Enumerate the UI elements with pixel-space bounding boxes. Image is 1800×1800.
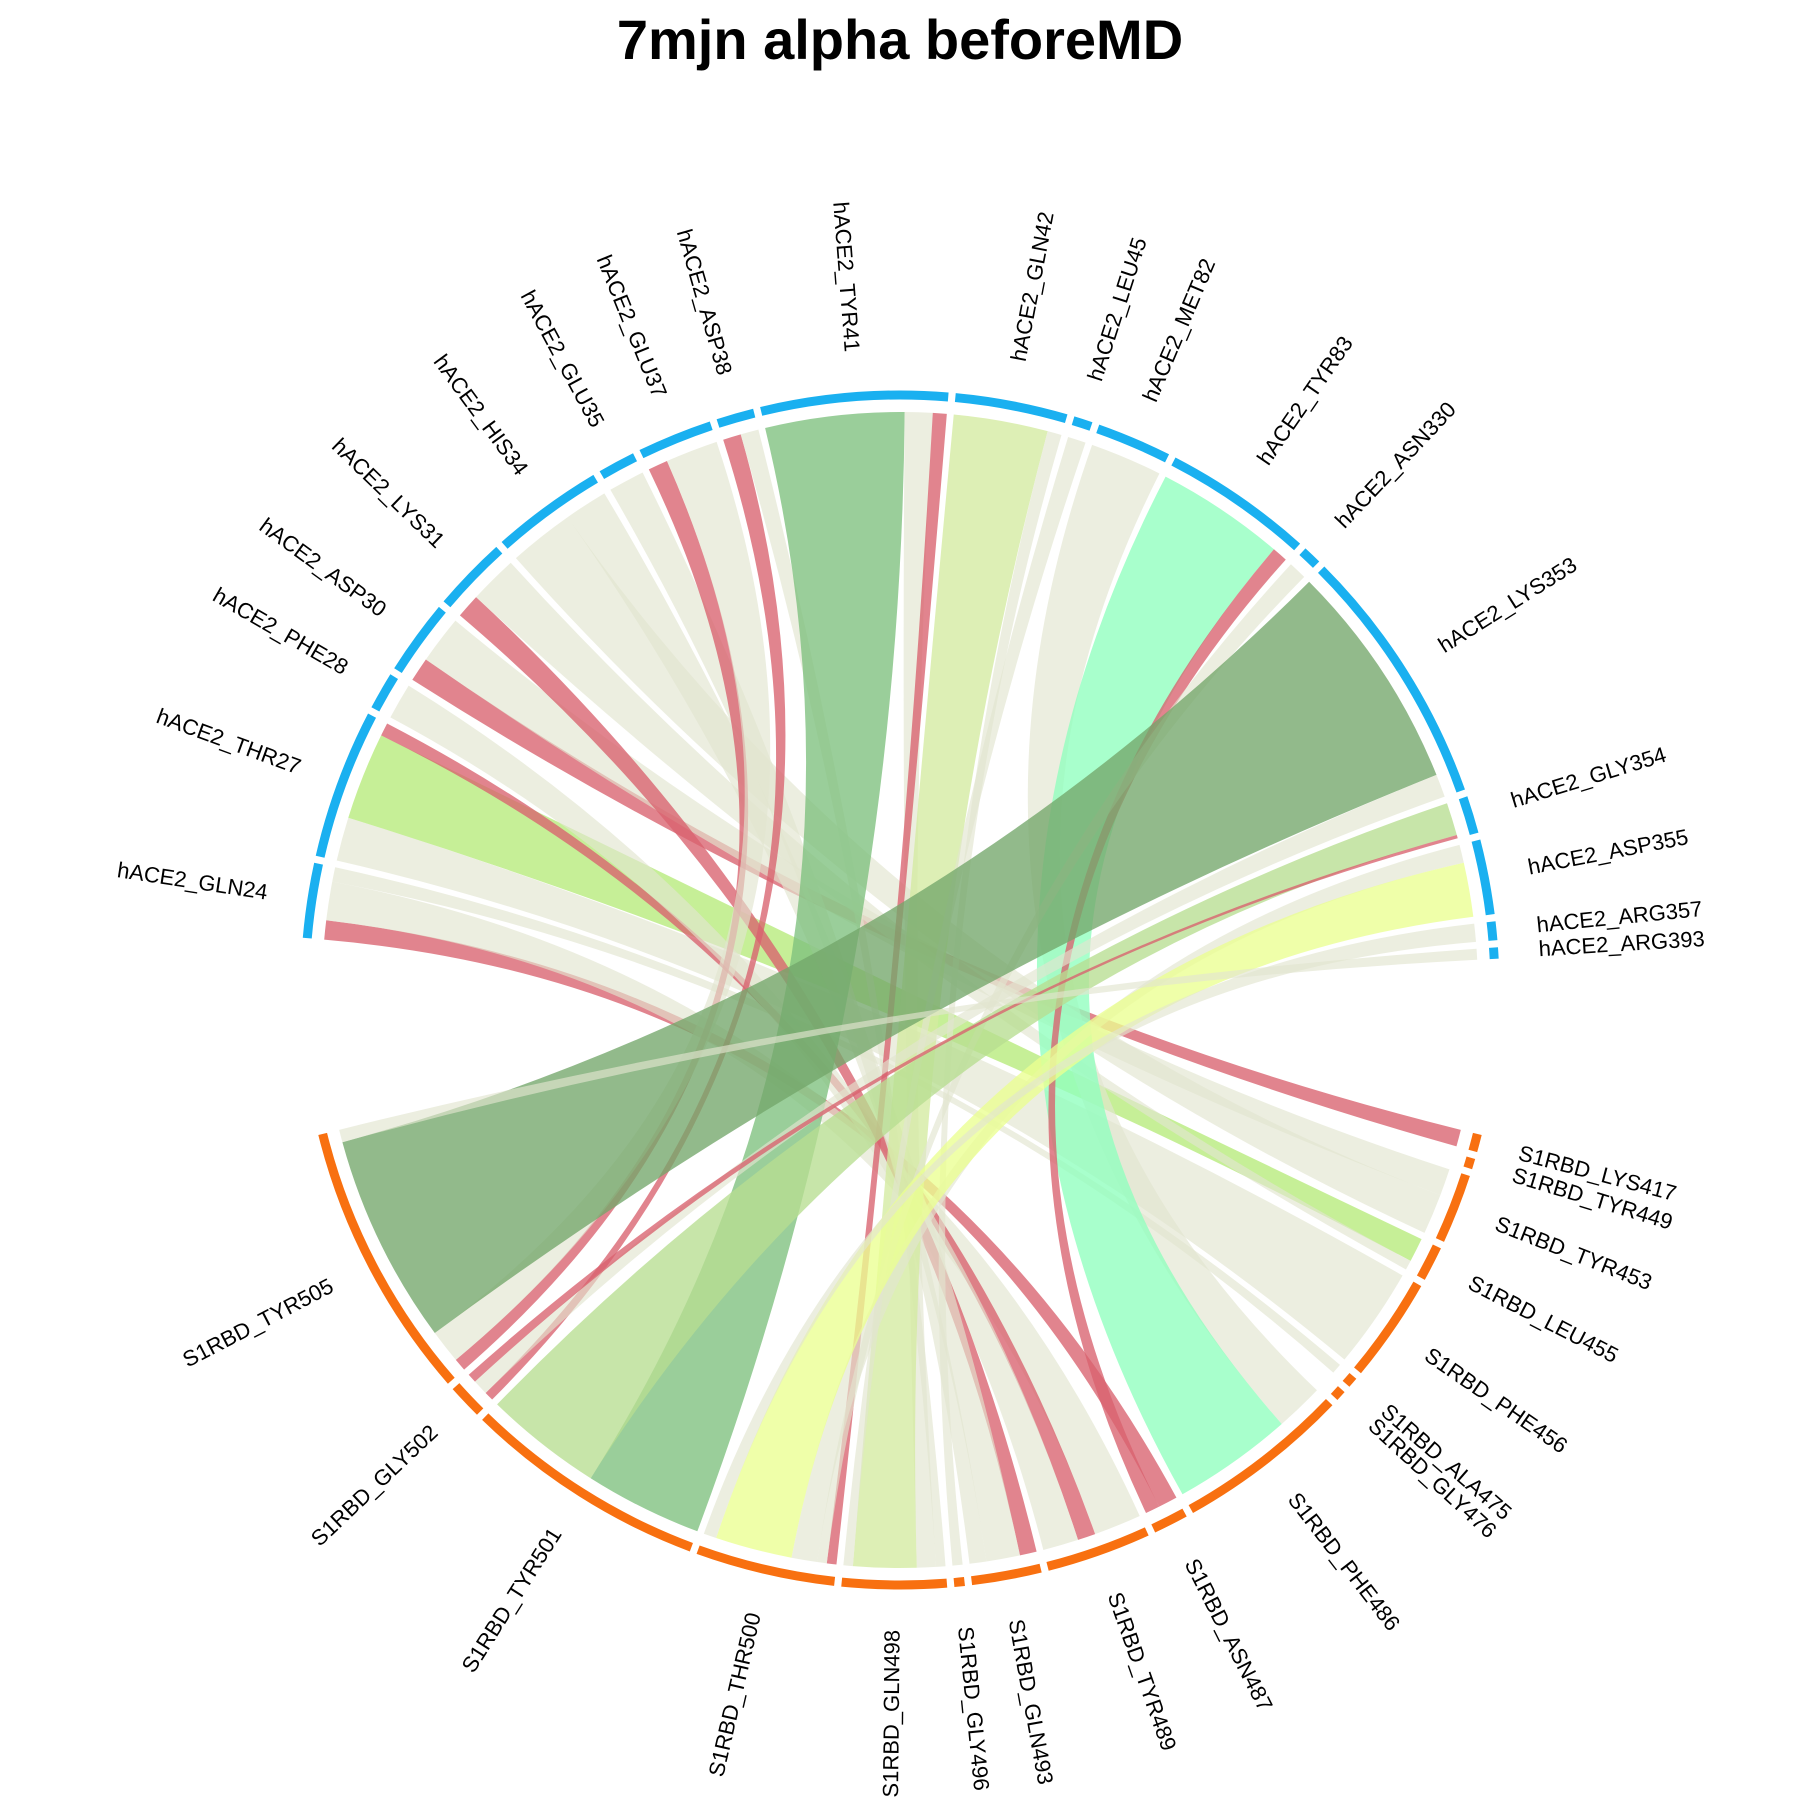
sector-label-hace2_leu45: hACE2_LEU45 (1082, 234, 1151, 384)
ribbon-hace2_lys31-s1rbd_leu455 (476, 562, 1411, 1270)
ribbon-layer (324, 412, 1478, 1568)
ribbon-hace2_gly354-s1rbd_tyr501 (497, 803, 1457, 1479)
sector-arc-s1rbd_tyr505 (318, 1132, 455, 1384)
sector-arc-s1rbd_tyr449 (1463, 1156, 1476, 1170)
sector-arc-hace2_asp355 (1471, 839, 1495, 916)
sector-label-s1rbd_tyr501: S1RBD_TYR501 (456, 1523, 566, 1677)
ribbon-hace2_his34-s1rbd_tyr453 (515, 517, 1441, 1233)
sector-label-hace2_asp355: hACE2_ASP355 (1526, 824, 1690, 879)
sector-label-s1rbd_phe456: S1RBD_PHE456 (1420, 1342, 1572, 1458)
sector-arc-hace2_tyr83 (1171, 457, 1301, 551)
sector-arc-hace2_gln24 (302, 862, 323, 939)
ribbon-hace2_gln42-s1rbd_gln498 (852, 414, 1048, 1568)
sector-arc-hace2_gln42 (954, 393, 1068, 424)
sector-label-s1rbd_tyr489: S1RBD_TYR489 (1103, 1589, 1182, 1754)
ribbon-hace2_asp355-s1rbd_thr500 (716, 862, 1474, 1558)
sector-arc-hace2_met82 (1096, 424, 1170, 463)
sector-arc-s1rbd_tyr501 (482, 1413, 693, 1552)
sector-label-s1rbd_asn487: S1RBD_ASN487 (1180, 1554, 1278, 1715)
sector-arc-hace2_asp38 (716, 408, 756, 428)
sector-label-hace2_asp30: hACE2_ASP30 (255, 513, 391, 622)
sector-arc-s1rbd_ala475 (1342, 1372, 1357, 1387)
sector-label-s1rbd_gln493: S1RBD_GLN493 (1004, 1617, 1059, 1786)
sector-label-hace2_glu37: hACE2_GLU37 (592, 251, 672, 401)
ribbon-hace2_asp38-s1rbd_gly502 (485, 434, 786, 1400)
ribbon-hace2_tyr41-s1rbd_thr500 (826, 412, 947, 1565)
sector-arc-s1rbd_gly496 (953, 1577, 965, 1588)
sector-arc-s1rbd_phe456 (1354, 1281, 1422, 1374)
sector-label-s1rbd_gly496: S1RBD_GLY496 (953, 1625, 994, 1791)
sector-label-hace2_tyr41: hACE2_TYR41 (828, 201, 865, 353)
sector-arc-hace2_thr27 (315, 713, 377, 858)
sector-label-s1rbd_tyr505: S1RBD_TYR505 (178, 1273, 337, 1372)
ribbon-hace2_arg357-s1rbd_thr500 (703, 923, 1476, 1538)
sector-arc-s1rbd_lys417 (1468, 1132, 1482, 1153)
sector-arc-hace2_arg357 (1486, 921, 1498, 941)
ribbon-hace2_lys353-s1rbd_tyr505 (342, 581, 1437, 1334)
sector-arc-hace2_lys353 (1317, 566, 1465, 793)
sector-label-s1rbd_thr500: S1RBD_THR500 (704, 1610, 766, 1779)
sector-label-hace2_thr27: hACE2_THR27 (153, 703, 304, 779)
sector-label-hace2_tyr83: hACE2_TYR83 (1252, 331, 1358, 469)
sector-label-s1rbd_gln498: S1RBD_GLN498 (878, 1630, 905, 1798)
sector-arc-hace2_phe28 (371, 674, 399, 712)
sector-label-hace2_gln24: hACE2_GLN24 (116, 857, 270, 904)
sector-label-s1rbd_phe486: S1RBD_PHE486 (1283, 1488, 1405, 1636)
sector-label-hace2_gly354: hACE2_GLY354 (1508, 742, 1669, 813)
sector-layer (302, 390, 1499, 1590)
sector-label-hace2_glu35: hACE2_GLU35 (516, 286, 610, 431)
sector-label-hace2_lys31: hACE2_LYS31 (327, 433, 450, 553)
sector-arc-s1rbd_phe486 (1188, 1398, 1333, 1514)
ribbon-hace2_glu37-s1rbd_tyr505 (434, 441, 771, 1360)
sector-arc-hace2_tyr41 (760, 390, 949, 416)
ribbon-hace2_gln42-s1rbd_gly496 (938, 431, 1062, 1566)
ribbon-hace2_tyr83-s1rbd_phe486 (1036, 476, 1282, 1495)
sector-arc-hace2_asn330 (1299, 548, 1320, 568)
ribbon-hace2_met82-s1rbd_phe486 (1027, 444, 1317, 1424)
chart-title: 7mjn alpha beforeMD (616, 8, 1184, 71)
sector-arc-hace2_lys31 (443, 546, 503, 608)
sector-arc-hace2_glu37 (639, 421, 713, 459)
sector-arc-hace2_asp30 (394, 606, 446, 674)
sector-label-hace2_met82: hACE2_MET82 (1137, 255, 1220, 405)
sector-label-s1rbd_gly502: S1RBD_GLY502 (306, 1420, 443, 1551)
sector-arc-s1rbd_gln493 (971, 1563, 1042, 1586)
sector-label-s1rbd_leu455: S1RBD_LEU455 (1464, 1270, 1622, 1368)
ribbon-hace2_his34-s1rbd_gln493 (567, 493, 1020, 1562)
sector-arc-hace2_his34 (501, 474, 598, 549)
sector-label-hace2_lys353: hACE2_LYS353 (1434, 552, 1581, 658)
ribbon-hace2_asp30-s1rbd_tyr453 (425, 620, 1450, 1196)
sector-arc-s1rbd_tyr453 (1435, 1173, 1470, 1242)
sector-arc-s1rbd_gln498 (841, 1577, 948, 1590)
sector-arc-s1rbd_thr500 (696, 1545, 836, 1586)
sector-arc-hace2_arg393 (1489, 947, 1499, 960)
sector-arc-hace2_gly354 (1458, 796, 1479, 835)
sector-arc-hace2_leu45 (1071, 416, 1093, 431)
sector-label-s1rbd_tyr453: S1RBD_TYR453 (1492, 1211, 1656, 1295)
ribbon-hace2_tyr41-s1rbd_tyr501 (590, 412, 905, 1532)
sector-arc-s1rbd_leu455 (1416, 1244, 1441, 1280)
sector-label-hace2_phe28: hACE2_PHE28 (209, 582, 353, 679)
ribbon-hace2_thr27-s1rbd_phe456 (336, 817, 1403, 1360)
sector-label-hace2_asp38: hACE2_ASP38 (672, 226, 737, 378)
sector-arc-s1rbd_gly476 (1330, 1386, 1345, 1400)
sector-label-hace2_asn330: hACE2_ASN330 (1330, 397, 1461, 533)
sector-arc-s1rbd_asn487 (1151, 1508, 1187, 1533)
sector-arc-hace2_glu35 (599, 453, 638, 479)
sector-label-hace2_his34: hACE2_HIS34 (429, 350, 534, 480)
sector-arc-s1rbd_gly502 (452, 1383, 484, 1415)
sector-arc-s1rbd_tyr489 (1046, 1527, 1149, 1571)
sector-label-hace2_gln42: hACE2_GLN42 (1006, 210, 1059, 364)
